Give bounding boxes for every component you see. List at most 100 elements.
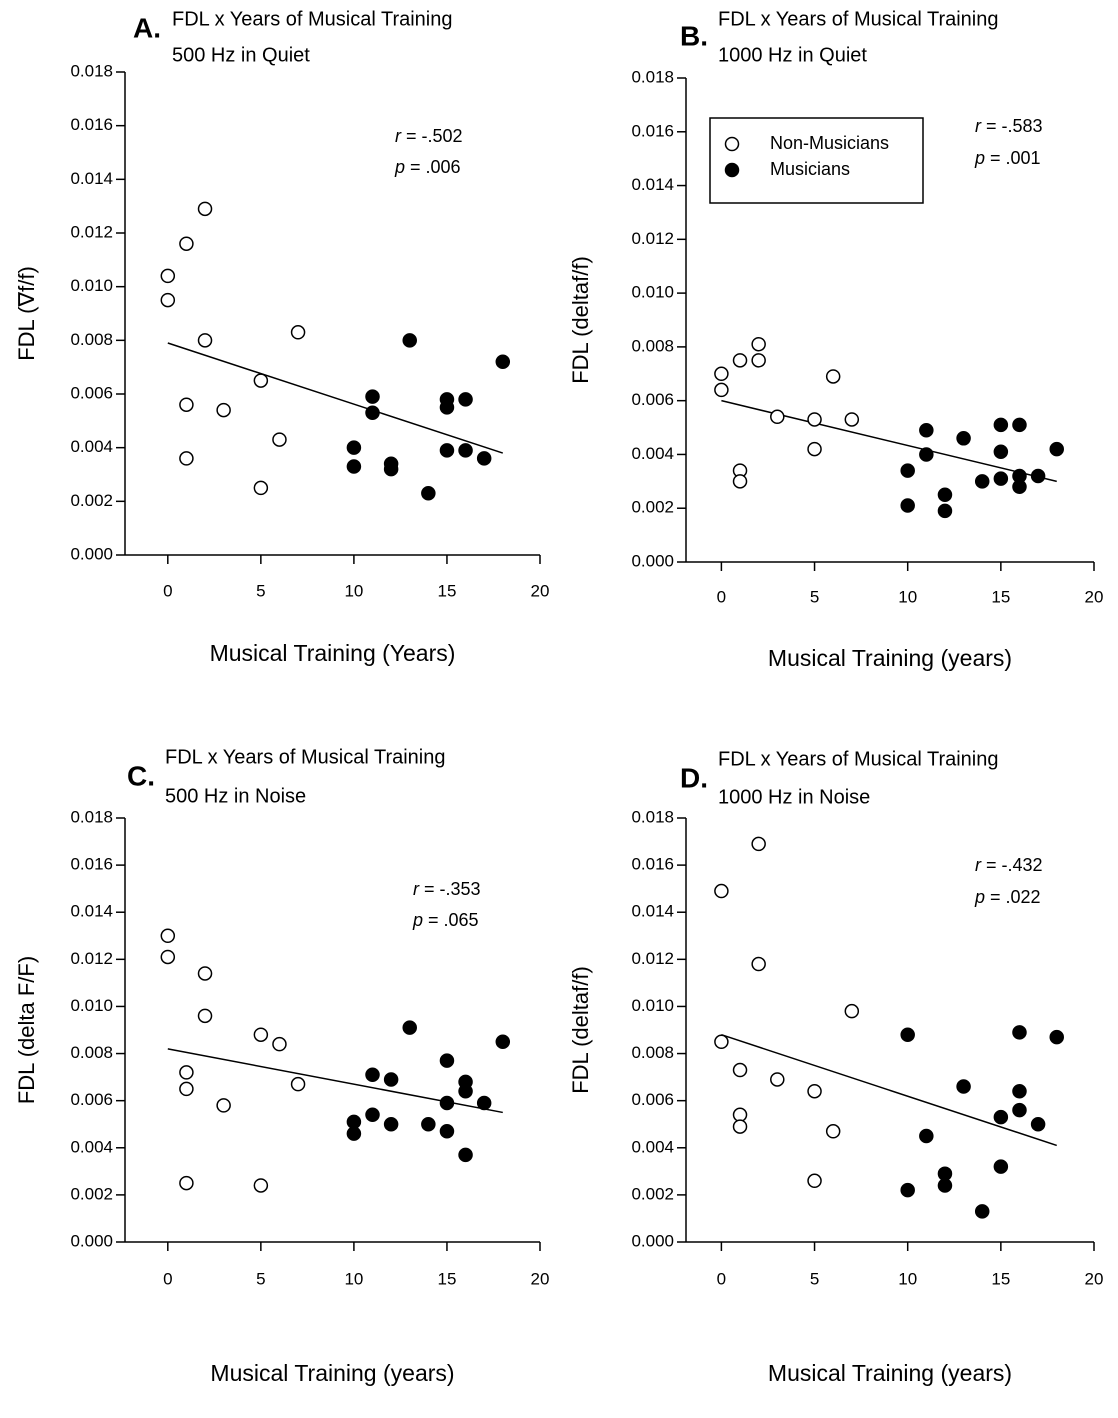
y-tick-label: 0.004 (631, 1137, 674, 1156)
legend-marker (724, 162, 740, 178)
data-point (732, 474, 748, 489)
y-tick-label: 0.018 (70, 61, 113, 80)
data-point (900, 463, 915, 478)
x-tick-label: 10 (898, 587, 917, 606)
data-point (458, 392, 473, 407)
legend-label: Musicians (770, 159, 850, 179)
data-point (1030, 1116, 1046, 1132)
data-point (346, 440, 362, 455)
stat-value: = -.353 (419, 879, 481, 899)
data-point (383, 1116, 399, 1132)
data-point (346, 459, 362, 474)
data-point (179, 1065, 194, 1080)
data-point (476, 451, 492, 466)
stat-value: = .006 (405, 157, 461, 177)
stat-symbol: p (412, 910, 423, 930)
stat-symbol: p (974, 887, 985, 907)
data-point (476, 1095, 492, 1111)
x-axis-label: Musical Training (years) (768, 645, 1012, 671)
x-tick-label: 0 (163, 581, 172, 600)
x-tick-label: 10 (898, 1269, 917, 1288)
x-tick-label: 0 (717, 587, 726, 606)
stat-symbol: r (975, 116, 982, 136)
data-point (458, 443, 473, 458)
data-point (290, 325, 306, 340)
data-point (439, 400, 455, 415)
x-tick-label: 10 (344, 1269, 363, 1288)
y-tick-label: 0.008 (70, 330, 113, 349)
chart-title: FDL x Years of Musical Training (718, 748, 999, 770)
data-point (993, 1159, 1009, 1174)
data-point (751, 836, 766, 852)
y-tick-label: 0.006 (70, 383, 113, 402)
chart-title: FDL x Years of Musical Training (165, 746, 446, 768)
data-point (751, 353, 766, 368)
data-point (179, 236, 194, 251)
x-axis-label: Musical Training (years) (768, 1360, 1012, 1386)
data-point (1012, 417, 1027, 433)
x-tick-label: 20 (531, 1269, 550, 1288)
data-point (197, 201, 213, 217)
data-point (1049, 1029, 1064, 1045)
chart-subtitle: 1000 Hz in Noise (718, 786, 870, 808)
data-point (937, 1178, 953, 1193)
data-point (495, 354, 511, 370)
data-point (439, 1124, 455, 1139)
y-tick-label: 0.012 (631, 229, 674, 248)
y-tick-label: 0.016 (70, 115, 113, 134)
data-point (216, 402, 231, 418)
panel-letter: B. (680, 20, 708, 51)
data-point (402, 333, 417, 348)
data-point (197, 333, 213, 348)
data-point (179, 1175, 194, 1191)
panel: D. FDL x Years of Musical Training 1000 Hz… (568, 748, 1104, 1386)
data-point (1049, 441, 1064, 457)
x-tick-label: 20 (1085, 587, 1104, 606)
y-tick-label: 0.014 (631, 175, 674, 194)
panel-letter: C. (127, 760, 155, 791)
y-tick-label: 0.006 (631, 390, 674, 409)
y-axis-label: FDL (deltaf/f) (568, 256, 593, 384)
data-point (458, 1147, 473, 1163)
chart-subtitle: 1000 Hz in Quiet (718, 44, 867, 66)
y-tick-label: 0.008 (631, 336, 674, 355)
y-tick-label: 0.014 (631, 902, 674, 921)
data-point (160, 949, 176, 965)
data-point (179, 397, 194, 412)
stat-value: = .022 (985, 887, 1041, 907)
data-point (732, 1062, 748, 1078)
data-point (956, 431, 971, 446)
x-tick-label: 10 (344, 581, 363, 600)
panel-letter: A. (133, 12, 161, 43)
data-point (714, 382, 729, 398)
data-point (365, 1107, 380, 1123)
y-tick-label: 0.000 (70, 1231, 113, 1250)
data-point (937, 503, 953, 519)
y-tick-label: 0.002 (631, 1184, 674, 1203)
data-point (253, 1178, 269, 1193)
data-point (844, 1003, 860, 1019)
stat-value: = .065 (423, 910, 479, 930)
chart-subtitle: 500 Hz in Quiet (172, 44, 310, 66)
y-tick-label: 0.004 (70, 437, 113, 456)
y-tick-label: 0.004 (631, 444, 674, 463)
x-tick-label: 15 (437, 1269, 456, 1288)
y-axis-label: FDL (delta F/F) (14, 956, 39, 1104)
panel: C. FDL x Years of Musical Training 500 Hz … (14, 746, 550, 1386)
data-point (216, 1098, 231, 1113)
data-point (993, 1109, 1009, 1125)
data-point (993, 417, 1009, 433)
y-tick-label: 0.004 (70, 1137, 113, 1156)
y-tick-label: 0.018 (631, 807, 674, 826)
data-point (732, 1119, 748, 1134)
y-tick-label: 0.012 (631, 949, 674, 968)
data-point (160, 928, 176, 944)
y-tick-label: 0.014 (70, 902, 113, 921)
stat-value: = -.502 (401, 126, 463, 146)
stat-annotation: p = .006 (394, 157, 461, 177)
fit-line (721, 1033, 1057, 1147)
y-tick-label: 0.002 (70, 1184, 113, 1203)
y-tick-label: 0.010 (631, 283, 674, 302)
data-point (365, 405, 380, 421)
fit-line (167, 342, 504, 454)
